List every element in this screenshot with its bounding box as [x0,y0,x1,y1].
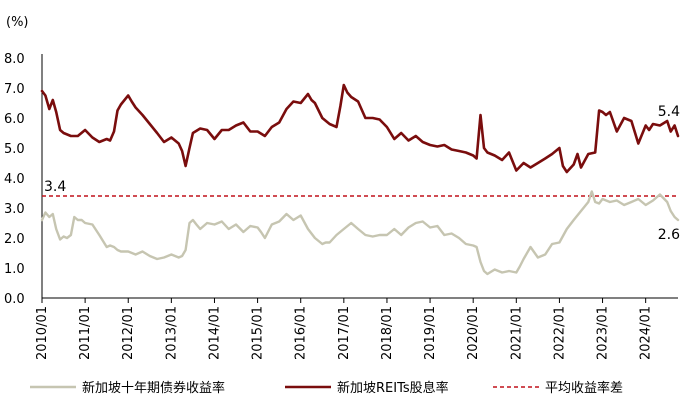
data-label: 2.6 [658,227,680,243]
y-tick-label: 8.0 [4,52,25,67]
x-tick-label: 2021/01 [509,306,524,360]
x-tick-label: 2024/01 [639,306,654,360]
x-axis-ticks: 2010/01 2011/01 2012/01 2013/01 2014/01 2015/… [35,298,654,360]
legend-label: 新加坡REITs股息率 [337,380,449,396]
x-tick-label: 2019/01 [423,306,438,360]
x-tick-label: 2018/01 [380,306,395,360]
legend-label: 新加坡十年期债券收益率 [82,380,225,396]
x-tick-label: 2010/01 [35,306,50,360]
series-line-reits-yield [40,83,680,174]
series-layer [40,83,680,276]
y-axis-ticks: 0.0 1.0 2.0 3.0 4.0 5.0 6.0 7.0 8.0 [4,52,25,307]
y-tick-label: 5.0 [4,142,25,157]
x-tick-label: 2023/01 [596,306,611,360]
legend-label: 平均收益率差 [545,380,623,396]
x-tick-label: 2013/01 [164,306,179,360]
y-tick-label: 0.0 [4,292,25,307]
x-tick-label: 2015/01 [251,306,266,360]
x-tick-label: 2022/01 [552,306,567,360]
y-tick-label: 4.0 [4,172,25,187]
x-tick-label: 2016/01 [294,306,309,360]
legend: 新加坡十年期债券收益率 新加坡REITs股息率 平均收益率差 [30,380,623,396]
y-tick-label: 1.0 [4,262,25,277]
x-tick-label: 2020/01 [466,306,481,360]
y-unit-label: (%) [6,15,29,30]
y-tick-label: 6.0 [4,112,25,127]
y-tick-label: 7.0 [4,82,25,97]
x-tick-label: 2011/01 [78,306,93,360]
x-tick-label: 2014/01 [207,306,222,360]
y-tick-label: 2.0 [4,232,25,247]
x-tick-label: 2017/01 [337,306,352,360]
annotation-layer: 3.4 5.4 2.6 [44,104,680,243]
data-label: 3.4 [44,179,66,195]
data-label: 5.4 [658,104,680,120]
series-line-bond-yield [40,190,680,276]
y-tick-label: 3.0 [4,202,25,217]
x-tick-label: 2012/01 [121,306,136,360]
